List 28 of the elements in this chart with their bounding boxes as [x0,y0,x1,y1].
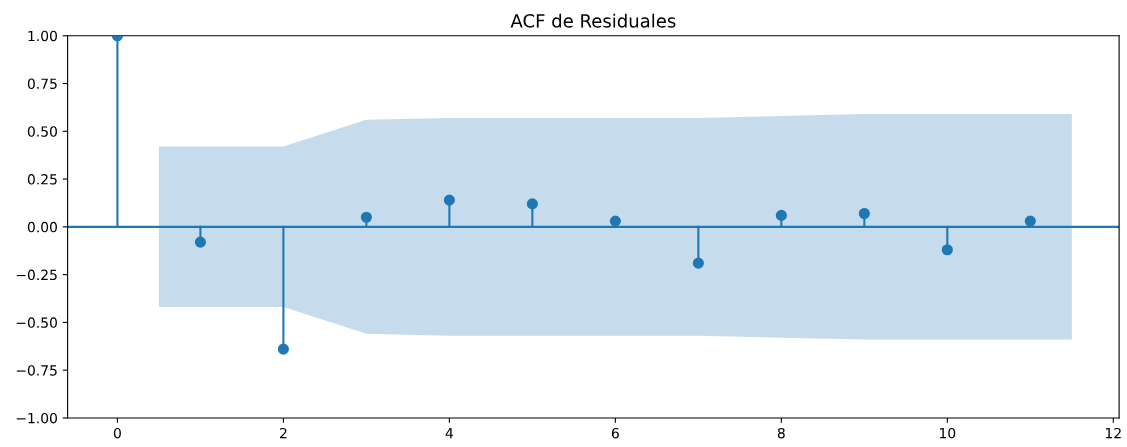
point [858,207,870,220]
y-tick-label: 0.75 [27,78,57,90]
y-tick-label: −0.25 [16,269,57,281]
x-tick-label: 8 [777,427,785,439]
point [526,198,538,210]
point [1024,215,1036,227]
point [609,215,621,227]
x-tick-label: 0 [113,427,121,439]
y-tick-label: 0.25 [27,174,57,185]
x-tick-label: 12 [1105,427,1121,439]
point [443,194,455,206]
x-tick-label: 2 [279,427,287,439]
point [941,244,953,256]
point [194,236,206,248]
y-tick-label: −1.00 [16,412,57,424]
point [360,211,372,223]
y-tick-label: −0.50 [16,317,57,328]
x-tick-label: 6 [611,427,619,439]
y-tick-label: 0.00 [27,221,57,233]
y-tick-label: 1.00 [28,30,57,42]
x-tick-label: 4 [445,428,454,439]
y-tick-label: −0.75 [16,365,57,376]
point [692,257,704,269]
point [775,209,787,221]
chart-title: ACF de Residuales [510,13,676,28]
point [277,343,289,355]
y-tick-label: 0.50 [27,126,57,137]
x-tick-label: 10 [940,427,956,439]
